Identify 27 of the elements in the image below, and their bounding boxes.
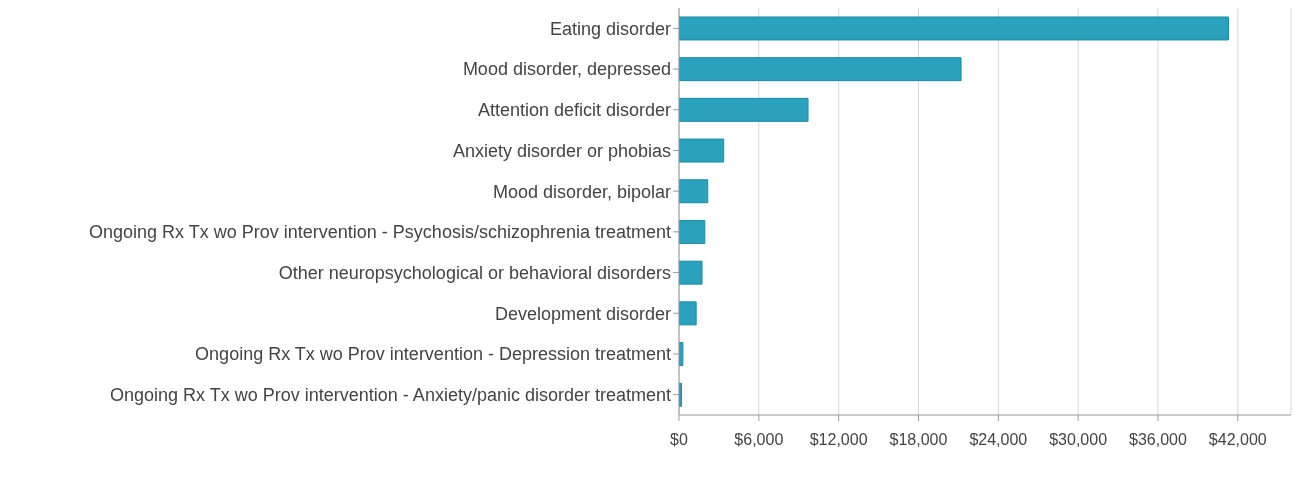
y-tick-label: Attention deficit disorder (477, 100, 671, 121)
y-tick-label: Ongoing Rx Tx wo Prov intervention - Anxiety/panic disorder treatment (110, 385, 671, 406)
bar (679, 16, 1229, 41)
x-tick-label: $12,000 (809, 431, 868, 448)
y-tick-label: Mood disorder, depressed (462, 59, 671, 80)
x-tick-label: $30,000 (1049, 431, 1108, 448)
y-tick-label: Ongoing Rx Tx wo Prov intervention - Depression treatment (195, 344, 671, 365)
bar (679, 179, 709, 204)
bar (679, 301, 697, 326)
y-tick-label: Other neuropsychological or behavioral disorders (278, 262, 671, 283)
x-tick-label: $18,000 (889, 431, 948, 448)
x-tick-label: $24,000 (969, 431, 1028, 448)
y-tick-label: Eating disorder (549, 18, 671, 39)
bar (679, 260, 703, 285)
y-tick-label: Development disorder (494, 303, 671, 324)
y-tick-label: Anxiety disorder or phobias (452, 140, 671, 161)
bar (679, 138, 725, 163)
y-tick-label: Ongoing Rx Tx wo Prov intervention - Psychosis/schizophrenia treatment (89, 222, 671, 243)
bar (679, 342, 684, 367)
bar (679, 57, 962, 82)
x-tick-label: $6,000 (734, 431, 784, 448)
y-tick-label: Mood disorder, bipolar (492, 181, 671, 202)
x-tick-label: $0 (670, 431, 688, 448)
bar (679, 219, 706, 244)
x-tick-label: $36,000 (1129, 431, 1187, 448)
bar (679, 97, 809, 122)
x-tick-label: $42,000 (1208, 431, 1267, 448)
